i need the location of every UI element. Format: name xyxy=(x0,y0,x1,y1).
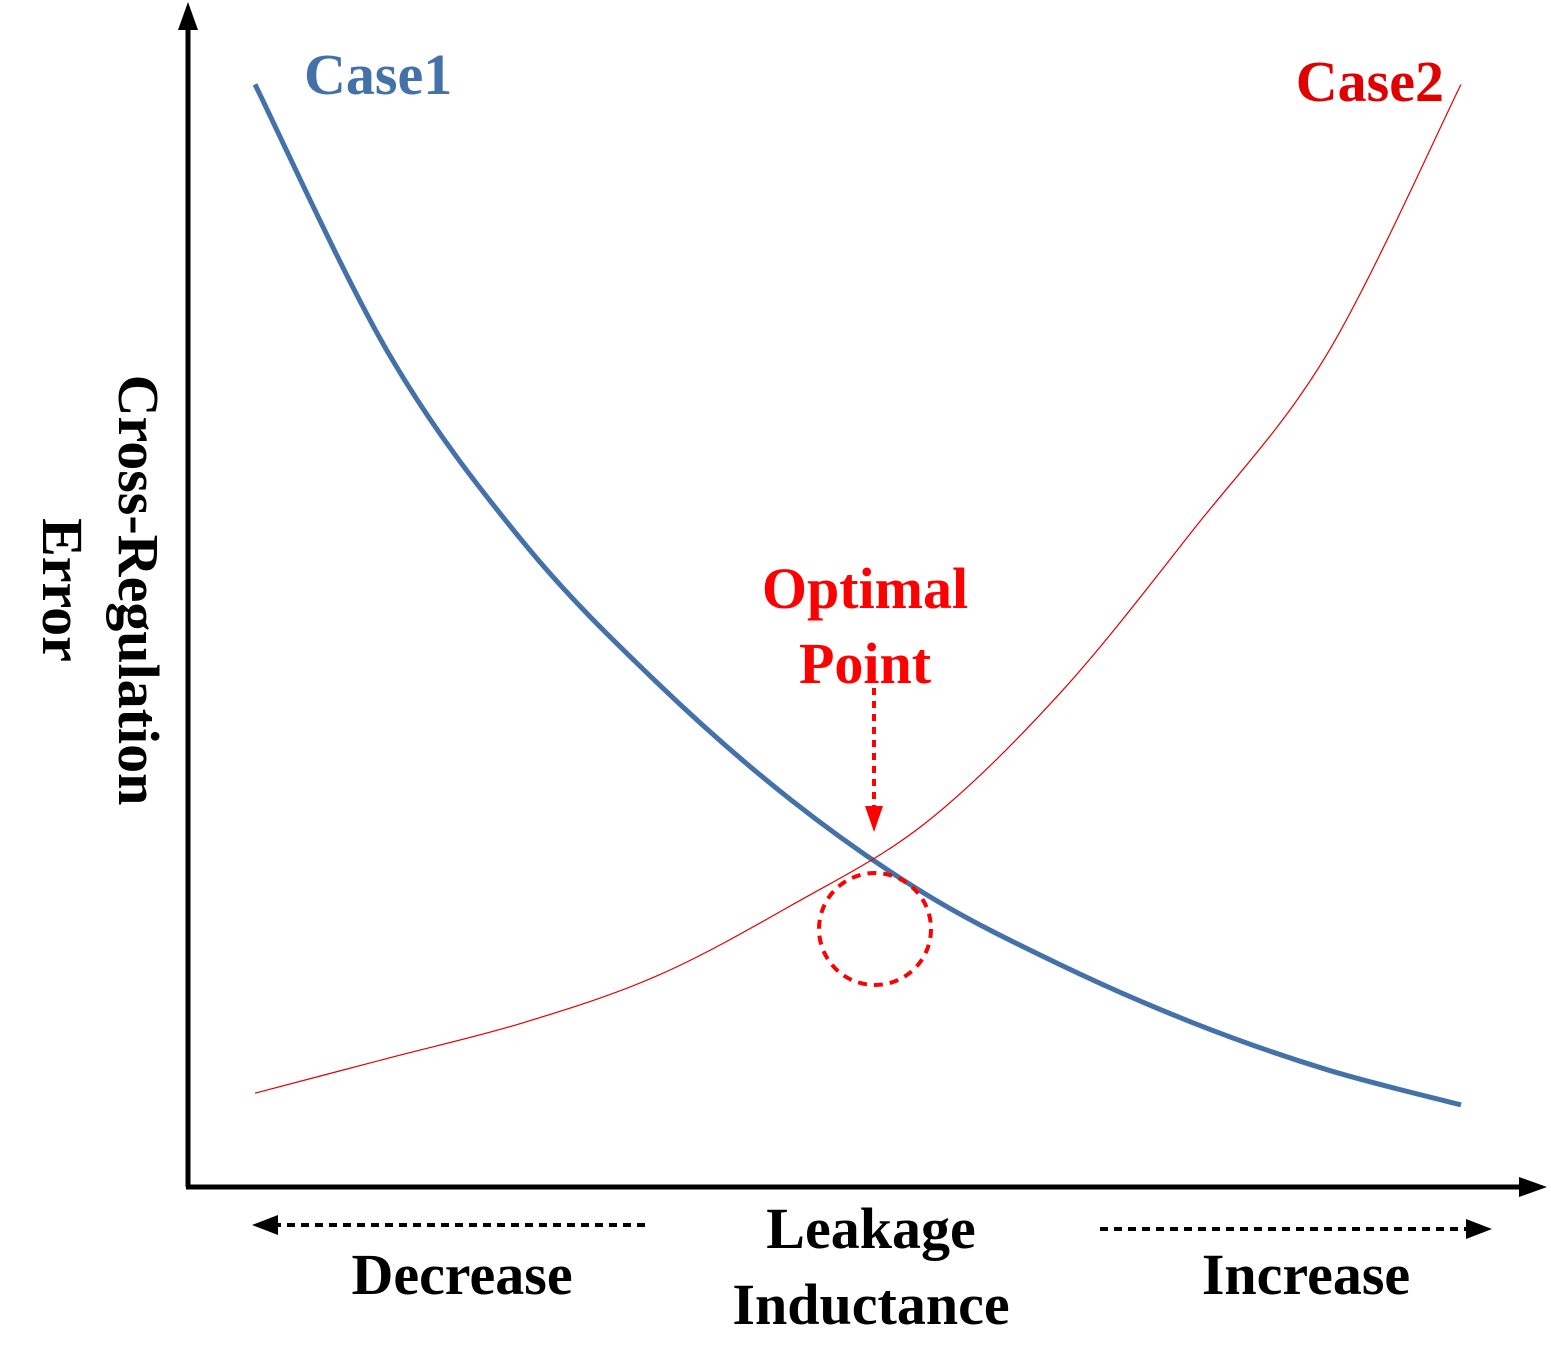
x-axis-label-line-2: Inductance xyxy=(732,1272,1009,1337)
y-axis-label: Cross-Regulation Error xyxy=(30,375,171,806)
y-axis-label-line-1: Cross-Regulation xyxy=(106,375,171,806)
decrease-label: Decrease xyxy=(351,1242,572,1307)
y-axis-arrowhead xyxy=(178,2,198,30)
x-axis-label-line-1: Leakage xyxy=(766,1196,975,1261)
optimal-point-annotation: Optimal Point xyxy=(762,556,968,987)
annotation-line-1: Optimal xyxy=(762,556,968,621)
annotation-arrowhead xyxy=(865,806,883,832)
increase-arrowhead xyxy=(1466,1219,1492,1239)
decrease-indicator: Decrease xyxy=(252,1215,645,1307)
series-line-case1 xyxy=(252,83,1462,1108)
series-label-case2: Case2 xyxy=(1296,49,1444,114)
x-axis-arrowhead xyxy=(1519,1177,1547,1197)
decrease-arrowhead xyxy=(252,1215,278,1235)
axes xyxy=(178,2,1547,1197)
y-axis-label-line-2: Error xyxy=(30,518,95,662)
increase-label: Increase xyxy=(1202,1242,1410,1307)
series-line-case2 xyxy=(254,84,1462,1094)
series-label-case1: Case1 xyxy=(304,42,452,107)
optimal-point-circle xyxy=(817,871,933,987)
annotation-line-2: Point xyxy=(799,631,932,696)
increase-indicator: Increase xyxy=(1100,1219,1492,1307)
